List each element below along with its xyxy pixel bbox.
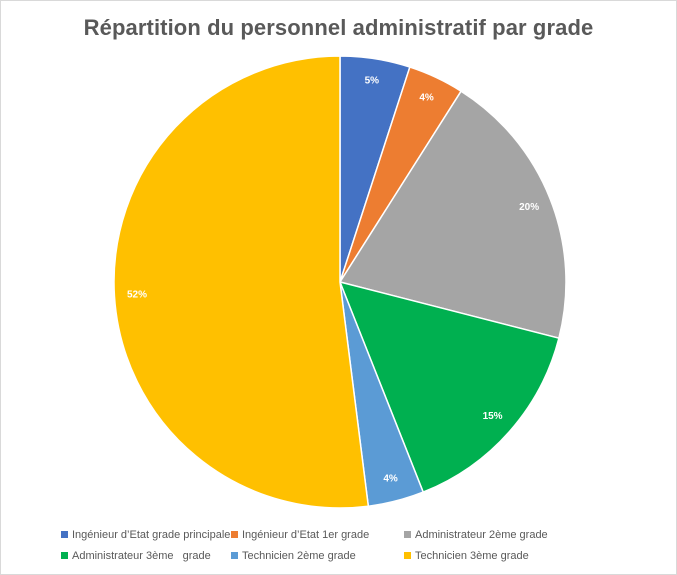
legend-swatch	[231, 552, 238, 559]
legend-row: Administrateur 3ème grade Technicien 2èm…	[61, 545, 621, 566]
legend-swatch	[61, 531, 68, 538]
pie-slice	[338, 90, 567, 340]
legend: Ingénieur d’Etat grade principale Ingéni…	[61, 524, 621, 566]
data-label: 20%	[519, 202, 539, 213]
data-label: 4%	[383, 474, 398, 485]
legend-swatch	[231, 531, 238, 538]
legend-row: Ingénieur d’Etat grade principale Ingéni…	[61, 524, 621, 545]
data-label: 5%	[365, 76, 380, 87]
legend-label: Administrateur 3ème grade	[72, 549, 211, 562]
legend-label: Ingénieur d’Etat grade principale	[72, 528, 231, 541]
legend-item: Technicien 2ème grade	[231, 550, 404, 562]
legend-item: Administrateur 2ème grade	[404, 529, 548, 541]
legend-item: Technicien 3ème grade	[404, 550, 529, 562]
data-label: 52%	[127, 289, 147, 300]
data-label: 4%	[419, 93, 434, 104]
legend-label: Technicien 2ème grade	[242, 549, 356, 562]
legend-item: Ingénieur d’Etat 1er grade	[231, 529, 404, 541]
legend-label: Ingénieur d’Etat 1er grade	[242, 528, 370, 541]
legend-item: Ingénieur d’Etat grade principale	[61, 529, 231, 541]
legend-label: Administrateur 2ème grade	[415, 528, 548, 541]
chart-title: Répartition du personnel administratif p…	[83, 15, 594, 40]
data-label: 15%	[483, 411, 503, 422]
pie-slice	[113, 55, 370, 509]
legend-swatch	[61, 552, 68, 559]
legend-label: Technicien 3ème grade	[415, 549, 529, 562]
legend-item: Administrateur 3ème grade	[61, 550, 231, 562]
legend-swatch	[404, 552, 411, 559]
legend-swatch	[404, 531, 411, 538]
pie-slice	[338, 280, 560, 494]
